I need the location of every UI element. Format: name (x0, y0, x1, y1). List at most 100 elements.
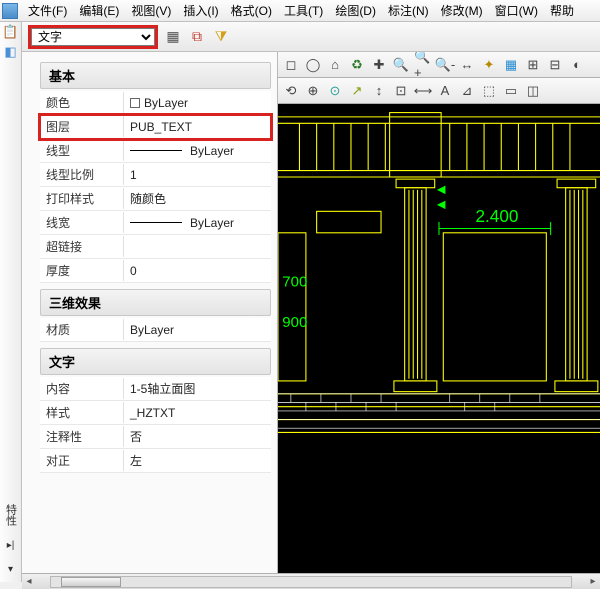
object-type-selector-wrap: 文字 (28, 25, 158, 49)
tool-icon[interactable]: A (436, 82, 454, 100)
linetype-icon (130, 150, 182, 151)
section-header[interactable]: 三维效果 (40, 289, 271, 316)
scroll-left-icon[interactable]: ◂ (22, 576, 36, 587)
tool-icon[interactable]: ⊙ (326, 82, 344, 100)
property-value[interactable]: 左 (124, 450, 271, 471)
property-value[interactable] (124, 245, 271, 249)
menu-item[interactable]: 格式(O) (225, 0, 278, 21)
property-row[interactable]: 超链接 (40, 235, 271, 259)
tool-icon[interactable]: ♻ (348, 56, 366, 74)
collapse-down-icon[interactable]: ▾ (4, 562, 18, 576)
svg-text:700: 700 (282, 273, 307, 290)
cad-drawing[interactable]: 2.400 700 900 (278, 104, 600, 589)
zoom-icon[interactable]: 🔍 (392, 56, 410, 74)
tool-icon[interactable]: ▭ (502, 82, 520, 100)
tool-icon[interactable]: ⊞ (524, 56, 542, 74)
property-value[interactable]: ByLayer (124, 321, 271, 339)
property-key: 线型 (40, 140, 124, 161)
menu-item[interactable]: 修改(M) (435, 0, 489, 21)
section-header[interactable]: 基本 (40, 62, 271, 89)
tool-icon[interactable]: ⟲ (282, 82, 300, 100)
tool-icon[interactable]: ↕ (370, 82, 388, 100)
property-value-text: ByLayer (144, 96, 188, 110)
property-row[interactable]: 厚度0 (40, 259, 271, 283)
menu-bar: 文件(F)编辑(E)视图(V)插入(I)格式(O)工具(T)绘图(D)标注(N)… (0, 0, 600, 22)
menu-item[interactable]: 标注(N) (382, 0, 435, 21)
property-value-text: 否 (130, 428, 142, 445)
scroll-track[interactable] (50, 576, 572, 588)
property-value[interactable]: ByLayer (124, 142, 271, 160)
horizontal-scrollbar[interactable]: ◂ ▸ (22, 573, 600, 589)
property-value[interactable]: _HZTXT (124, 404, 271, 422)
property-value[interactable]: ByLayer (124, 94, 271, 112)
property-key: 样式 (40, 402, 124, 423)
tool-icon[interactable]: ✚ (370, 56, 388, 74)
canvas-toolbar-2: ⟲ ⊕ ⊙ ↗ ↕ ⊡ ⟷ A ⊿ ⬚ ▭ ◫ (278, 78, 600, 104)
property-row[interactable]: 线型 ByLayer (40, 139, 271, 163)
property-row[interactable]: 材质ByLayer (40, 318, 271, 342)
property-value-text: ByLayer (190, 144, 234, 158)
property-key: 超链接 (40, 236, 124, 257)
tool-icon[interactable]: ◐ (568, 56, 586, 74)
filter-icon[interactable]: ⧩ (212, 28, 230, 46)
property-row[interactable]: 线型比例1 (40, 163, 271, 187)
property-key: 打印样式 (40, 188, 124, 209)
property-row[interactable]: 图层PUB_TEXT (40, 115, 271, 139)
property-value[interactable]: 随颜色 (124, 188, 271, 209)
tool-icon[interactable]: ⊡ (392, 82, 410, 100)
tool-icon[interactable]: ⬚ (480, 82, 498, 100)
menu-item[interactable]: 窗口(W) (489, 0, 544, 21)
property-value[interactable]: 1 (124, 166, 271, 184)
property-value[interactable]: 0 (124, 262, 271, 280)
section-header[interactable]: 文字 (40, 348, 271, 375)
tool-icon[interactable]: ⌂ (326, 56, 344, 74)
zoom-out-icon[interactable]: 🔍- (436, 56, 454, 74)
tool-icon[interactable]: ◯ (304, 56, 322, 74)
tool-icon[interactable]: ⊕ (304, 82, 322, 100)
property-row[interactable]: 打印样式随颜色 (40, 187, 271, 211)
property-row[interactable]: 颜色ByLayer (40, 91, 271, 115)
tool-icon[interactable]: ↗ (348, 82, 366, 100)
menu-item[interactable]: 插入(I) (177, 0, 224, 21)
property-row[interactable]: 注释性否 (40, 425, 271, 449)
tool-icon[interactable]: ⊿ (458, 82, 476, 100)
menu-item[interactable]: 帮助 (544, 0, 580, 21)
property-row[interactable]: 内容1-5轴立面图 (40, 377, 271, 401)
menu-item[interactable]: 编辑(E) (73, 0, 125, 21)
property-value-text: _HZTXT (130, 406, 175, 420)
zoom-in-icon[interactable]: 🔍+ (414, 56, 432, 74)
tool-icon[interactable]: ✦ (480, 56, 498, 74)
scroll-thumb[interactable] (61, 577, 121, 587)
tool-icon[interactable]: ↔ (458, 56, 476, 74)
property-value[interactable]: 1-5轴立面图 (124, 378, 271, 399)
app-icon (2, 3, 18, 19)
collapse-left-icon[interactable]: ▸| (4, 538, 18, 552)
property-value-text: PUB_TEXT (130, 120, 192, 134)
tool-icon[interactable]: ▦ (502, 56, 520, 74)
canvas-toolbar-1: ◻ ◯ ⌂ ♻ ✚ 🔍 🔍+ 🔍- ↔ ✦ ▦ ⊞ ⊟ ◐ (278, 52, 600, 78)
menu-item[interactable]: 文件(F) (22, 0, 73, 21)
tool-icon[interactable]: ⊟ (546, 56, 564, 74)
menu-item[interactable]: 视图(V) (125, 0, 177, 21)
menu-item[interactable]: 工具(T) (278, 0, 329, 21)
clipboard-icon[interactable]: 📋 (3, 24, 19, 40)
property-value[interactable]: 否 (124, 426, 271, 447)
quickselect-icon[interactable]: ▦ (164, 28, 182, 46)
menu-item[interactable]: 绘图(D) (329, 0, 382, 21)
object-type-selector[interactable]: 文字 (31, 28, 155, 46)
linetype-icon (130, 222, 182, 223)
tool-icon[interactable]: ◫ (524, 82, 542, 100)
property-row[interactable]: 线宽ByLayer (40, 211, 271, 235)
property-key: 厚度 (40, 260, 124, 281)
property-row[interactable]: 样式 _HZTXT (40, 401, 271, 425)
selectset-icon[interactable]: ⧉ (188, 28, 206, 46)
property-value[interactable]: PUB_TEXT (124, 118, 271, 136)
property-row[interactable]: 对正左 (40, 449, 271, 473)
property-key: 注释性 (40, 426, 124, 447)
tool-icon[interactable]: ◻ (282, 56, 300, 74)
property-value-text: ByLayer (190, 216, 234, 230)
property-value[interactable]: ByLayer (124, 214, 271, 232)
palette-icon[interactable]: ◧ (3, 44, 19, 60)
scroll-right-icon[interactable]: ▸ (586, 576, 600, 587)
dimension-icon[interactable]: ⟷ (414, 82, 432, 100)
